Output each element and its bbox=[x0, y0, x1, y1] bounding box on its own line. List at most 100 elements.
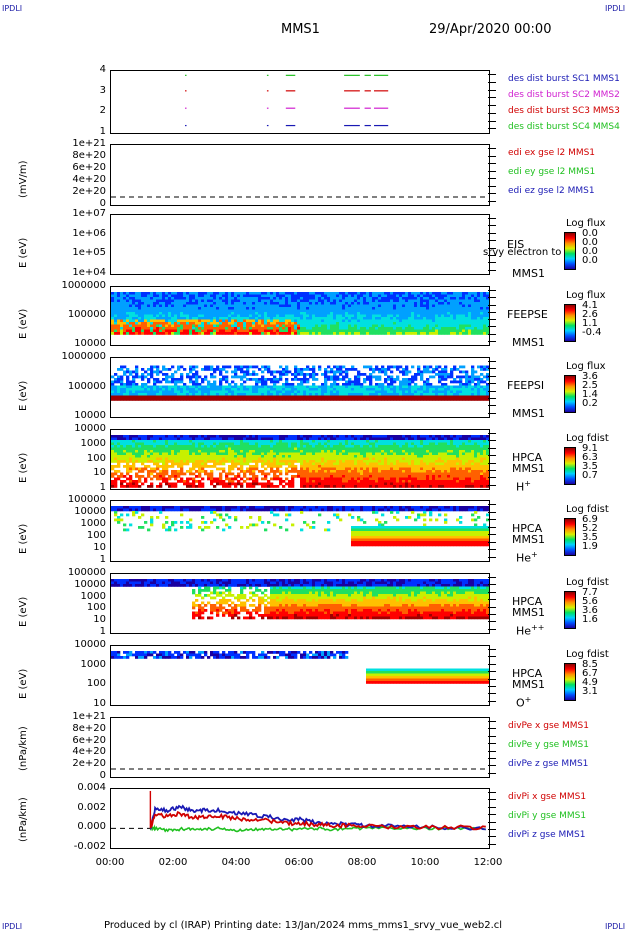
axis-minor-tick bbox=[488, 405, 496, 407]
panel-hpca_h-plot bbox=[111, 435, 489, 488]
axis-minor-tick bbox=[488, 606, 496, 608]
axis-minor-tick bbox=[488, 89, 496, 91]
axis-minor-tick bbox=[488, 504, 496, 505]
panel-eis-caption: srvy electron to bbox=[483, 247, 562, 258]
panel-hpca_hepp-instrument: HPCA bbox=[512, 595, 543, 608]
panel-hpca_h-instrument: HPCA bbox=[512, 451, 543, 464]
axis-minor-tick bbox=[488, 170, 496, 172]
axis-minor-tick bbox=[488, 269, 496, 271]
axis-minor-tick bbox=[488, 240, 496, 242]
corner-label-br: IPDLI bbox=[605, 922, 626, 931]
panel-hpca_o-colorbar-title: Log fdist bbox=[566, 649, 609, 660]
x-tick-label: 02:00 bbox=[158, 857, 188, 868]
species-charge: + bbox=[524, 479, 531, 488]
plot-date: 29/Apr/2020 00:00 bbox=[429, 22, 552, 37]
panel-eis-ytick: 1e+04 bbox=[72, 267, 106, 278]
panel-edi-ylabel: (mV/m) bbox=[18, 160, 29, 199]
axis-minor-tick bbox=[488, 693, 496, 695]
panel-hpca_hepp-species: He++ bbox=[516, 623, 544, 638]
panel-hpca_h-colorbar bbox=[564, 447, 576, 485]
panel-feepsi-instrument: FEEPSI bbox=[507, 379, 545, 392]
panel-burst-ytick: 4 bbox=[99, 64, 106, 75]
panel-feepse-colorbar-tick: 4.1 bbox=[582, 300, 598, 311]
panel-feepse-ytick: 10000 bbox=[74, 338, 106, 349]
axis-minor-tick bbox=[488, 412, 496, 414]
axis-minor-tick bbox=[488, 319, 496, 320]
axis-minor-tick bbox=[488, 772, 496, 774]
axis-minor-tick bbox=[488, 671, 496, 673]
panel-hpca_o-colorbar-tick: 8.5 bbox=[582, 659, 598, 670]
panel-divpe-legend-item: divPe y gse MMS1 bbox=[508, 740, 589, 750]
axis-minor-tick bbox=[488, 556, 496, 558]
panel-hpca_o-spacecraft: MMS1 bbox=[512, 678, 545, 691]
axis-minor-tick bbox=[488, 462, 496, 464]
panel-hpca_o-colorbar bbox=[564, 663, 576, 701]
axis-minor-tick bbox=[488, 599, 496, 601]
panel-hpca_hepp-colorbar-title: Log fdist bbox=[566, 577, 609, 588]
panel-eis-ylabel: E (eV) bbox=[18, 237, 29, 268]
panel-divpe-legend-item: divPe z gse MMS1 bbox=[508, 759, 589, 769]
panel-feepse-ylabel: E (eV) bbox=[18, 308, 29, 339]
axis-minor-tick bbox=[488, 433, 496, 434]
panel-hpca_h-ytick: 1 bbox=[99, 482, 106, 493]
panel-feepsi-colorbar-tick: 0.2 bbox=[582, 398, 598, 409]
axis-minor-tick bbox=[488, 743, 496, 745]
panel-hpca_h-colorbar-tick: 3.5 bbox=[582, 461, 598, 472]
panel-hpca_he-colorbar-tick: 3.5 bbox=[582, 532, 598, 543]
axis-minor-tick bbox=[488, 232, 496, 234]
axis-minor-tick bbox=[488, 185, 496, 187]
panel-divpe-ytick: 8e+20 bbox=[72, 722, 106, 734]
panel-hpca_he-ylabel: E (eV) bbox=[18, 523, 29, 554]
axis-minor-tick bbox=[488, 383, 496, 385]
panel-divpe-ylabel: (nPa/km) bbox=[18, 725, 29, 771]
axis-minor-tick bbox=[488, 262, 496, 264]
panel-burst-plot bbox=[185, 74, 389, 127]
axis-minor-tick bbox=[488, 155, 496, 157]
panel-hpca_h-colorbar-tick: 9.1 bbox=[582, 443, 598, 454]
panel-hpca_he-ytick: 1 bbox=[99, 554, 106, 565]
axis-minor-tick bbox=[488, 148, 496, 149]
panel-feepsi-colorbar-tick: 2.5 bbox=[582, 380, 598, 391]
x-tick-label: 04:00 bbox=[221, 857, 251, 868]
axis-minor-tick bbox=[488, 455, 496, 457]
panel-burst-ytick: 2 bbox=[99, 105, 106, 117]
panel-hpca_hepp-colorbar-tick: 1.6 bbox=[582, 614, 598, 625]
panel-hpca_hepp-colorbar bbox=[564, 591, 576, 629]
panel-edi-ytick: 2e+20 bbox=[72, 186, 106, 197]
panel-hpca_hepp-spacecraft: MMS1 bbox=[512, 606, 545, 619]
panel-hpca_o-colorbar-tick: 3.1 bbox=[582, 686, 598, 697]
panel-eis-instrument: EIS bbox=[507, 238, 525, 251]
species-symbol: O bbox=[516, 696, 525, 710]
panel-hpca_h-spacecraft: MMS1 bbox=[512, 462, 545, 475]
panel-hpca_h-colorbar-tick: 6.3 bbox=[582, 452, 598, 463]
panel-burst-legend-item: des dist burst SC1 MMS1 bbox=[508, 74, 620, 84]
axis-minor-tick bbox=[488, 721, 496, 722]
panel-hpca_o bbox=[110, 645, 490, 706]
axis-minor-tick bbox=[488, 728, 496, 730]
panel-hpca_o-colorbar-tick: 4.9 bbox=[582, 677, 598, 688]
panel-eis-ytick: 1e+07 bbox=[72, 208, 106, 219]
panel-hpca_hepp bbox=[110, 573, 490, 634]
panel-eis-colorbar-tick: 0.0 bbox=[582, 246, 598, 257]
panel-divpi-ytick: 0.000 bbox=[77, 821, 106, 833]
panel-hpca_hepp-ytick: 10000 bbox=[74, 578, 106, 590]
axis-minor-tick bbox=[488, 685, 496, 687]
species-symbol: He bbox=[516, 551, 532, 565]
panel-divpi-ytick: 0.004 bbox=[77, 782, 106, 793]
panel-feepsi-ytick: 1000000 bbox=[61, 351, 106, 362]
axis-minor-tick bbox=[488, 591, 496, 593]
panel-hpca_o-ylabel: E (eV) bbox=[18, 668, 29, 699]
axis-minor-tick bbox=[488, 97, 496, 99]
axis-minor-tick bbox=[488, 806, 496, 808]
corner-label-tl: IPDLI bbox=[2, 4, 23, 13]
axis-minor-tick bbox=[488, 656, 496, 658]
axis-minor-tick bbox=[488, 814, 496, 816]
axis-minor-tick bbox=[488, 311, 496, 313]
panel-hpca_h-colorbar-tick: 0.7 bbox=[582, 470, 598, 481]
panel-divpi-ytick: -0.002 bbox=[73, 841, 106, 852]
axis-minor-tick bbox=[488, 649, 496, 650]
panel-divpi-plot bbox=[111, 790, 486, 833]
panel-burst-legend-item: des dist burst SC4 MMS4 bbox=[508, 122, 620, 132]
panel-hpca_hepp-ytick: 1 bbox=[99, 626, 106, 637]
axis-minor-tick bbox=[488, 368, 496, 370]
